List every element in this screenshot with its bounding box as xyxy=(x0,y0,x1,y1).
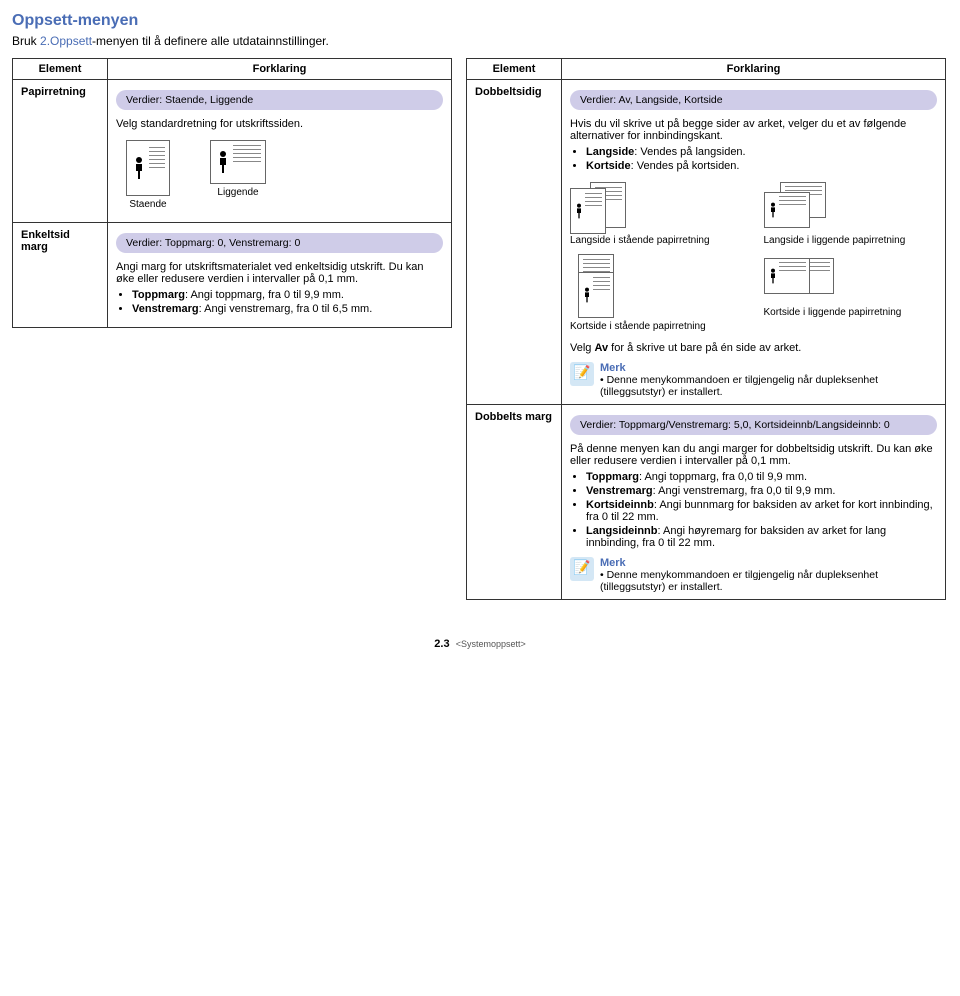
note-block: Merk • Denne menykommandoen er tilgjenge… xyxy=(570,557,937,593)
bullet-item: Langsideinnb: Angi høyremarg for bakside… xyxy=(586,525,937,549)
row-content-enkeltsid: Verdier: Toppmarg: 0, Venstremarg: 0 Ang… xyxy=(108,223,452,328)
dup-kortside-liggende: Kortside i liggende papirretning xyxy=(764,254,938,332)
bullet-item: Langside: Vendes på langsiden. xyxy=(586,146,937,158)
row-label-papirretning: Papirretning xyxy=(13,80,108,223)
right-table: Element Forklaring Dobbeltsidig Verdier:… xyxy=(466,58,946,600)
values-pill: Verdier: Toppmarg/Venstremarg: 5,0, Kort… xyxy=(570,415,937,435)
desc-text: På denne menyen kan du angi marger for d… xyxy=(570,443,937,467)
note-block: Merk • Denne menykommandoen er tilgjenge… xyxy=(570,362,937,398)
left-table: Element Forklaring Papirretning Verdier:… xyxy=(12,58,452,328)
left-column: Element Forklaring Papirretning Verdier:… xyxy=(12,58,452,614)
row-content-dobbeltsidig: Verdier: Av, Langside, Kortside Hvis du … xyxy=(562,80,946,405)
sub-post: -menyen til å definere alle utdatainnsti… xyxy=(92,34,329,48)
t: : Angi venstremarg, fra 0,0 til 9,9 mm. xyxy=(653,485,836,497)
bullet-item: Venstremarg: Angi venstremarg, fra 0 til… xyxy=(132,303,443,315)
post: for å skrive ut bare på én side av arket… xyxy=(608,342,801,354)
section-name: <Systemoppsett> xyxy=(456,639,526,649)
t: : Vendes på langsiden. xyxy=(634,146,745,158)
note-icon xyxy=(570,557,594,581)
pre: Velg xyxy=(570,342,594,354)
note-icon xyxy=(570,362,594,386)
values-pill: Verdier: Staende, Liggende xyxy=(116,90,443,110)
values-pill: Verdier: Av, Langside, Kortside xyxy=(570,90,937,110)
t: : Angi toppmarg, fra 0,0 til 9,9 mm. xyxy=(639,471,807,483)
bullet-list: Langside: Vendes på langsiden. Kortside:… xyxy=(570,146,937,172)
dup-kortside-staende: Kortside i stående papirretning xyxy=(570,254,744,332)
desc-text: Angi marg for utskriftsmaterialet ved en… xyxy=(116,261,443,285)
b: Venstremarg xyxy=(586,485,653,497)
th-forklaring: Forklaring xyxy=(108,59,452,80)
dup-langside-staende: Langside i stående papirretning xyxy=(570,182,744,246)
note-title: Merk xyxy=(600,557,937,569)
dup-label: Kortside i stående papirretning xyxy=(570,321,744,332)
bullet-item: Kortsideinnb: Angi bunnmarg for baksiden… xyxy=(586,499,937,523)
note-text: • Denne menykommandoen er tilgjengelig n… xyxy=(600,374,937,398)
dup-label: Kortside i liggende papirretning xyxy=(764,307,938,318)
row-content-dobbelts-marg: Verdier: Toppmarg/Venstremarg: 5,0, Kort… xyxy=(562,405,946,600)
page-subtitle: Bruk 2.Oppsett-menyen til å definere all… xyxy=(12,34,948,48)
desc-text: Hvis du vil skrive ut på begge sider av … xyxy=(570,118,937,142)
t: : Vendes på kortsiden. xyxy=(631,160,740,172)
right-column: Element Forklaring Dobbeltsidig Verdier:… xyxy=(466,58,946,614)
b: Langside xyxy=(586,146,634,158)
duplex-icon xyxy=(570,182,642,232)
b: Langsideinnb xyxy=(586,525,658,537)
row-label-dobbeltsidig: Dobbeltsidig xyxy=(467,80,562,405)
duplex-icon xyxy=(764,254,836,304)
label-liggende: Liggende xyxy=(210,187,266,198)
page-landscape-icon xyxy=(210,140,266,184)
row-label-dobbelts-marg: Dobbelts marg xyxy=(467,405,562,600)
bullet-list: Toppmarg: Angi toppmarg, fra 0,0 til 9,9… xyxy=(570,471,937,549)
av-text: Velg Av for å skrive ut bare på én side … xyxy=(570,342,937,354)
t: : Angi toppmarg, fra 0 til 9,9 mm. xyxy=(185,289,344,301)
th-forklaring: Forklaring xyxy=(562,59,946,80)
b: Av xyxy=(594,342,608,354)
b: Toppmarg xyxy=(132,289,185,301)
b: Kortside xyxy=(586,160,631,172)
b: Venstremarg xyxy=(132,303,199,315)
b: Kortsideinnb xyxy=(586,499,654,511)
page-title: Oppsett-menyen xyxy=(12,12,948,30)
note-title: Merk xyxy=(600,362,937,374)
row-label-enkeltsid: Enkeltsid marg xyxy=(13,223,108,328)
bullet-item: Toppmarg: Angi toppmarg, fra 0,0 til 9,9… xyxy=(586,471,937,483)
t: : Angi venstremarg, fra 0 til 6,5 mm. xyxy=(199,303,373,315)
page-number: 2.3 xyxy=(434,638,449,650)
page-portrait-icon xyxy=(126,140,170,196)
sub-pre: Bruk xyxy=(12,34,40,48)
th-element: Element xyxy=(467,59,562,80)
th-element: Element xyxy=(13,59,108,80)
note-text: • Denne menykommandoen er tilgjengelig n… xyxy=(600,569,937,593)
duplex-icon xyxy=(764,182,836,232)
row-content-papirretning: Verdier: Staende, Liggende Velg standard… xyxy=(108,80,452,223)
dup-langside-liggende: Langside i liggende papirretning xyxy=(764,182,938,246)
dup-label: Langside i stående papirretning xyxy=(570,235,744,246)
bullet-item: Venstremarg: Angi venstremarg, fra 0,0 t… xyxy=(586,485,937,497)
label-staende: Staende xyxy=(126,199,170,210)
duplex-icon xyxy=(570,254,642,318)
icon-liggende: Liggende xyxy=(210,140,266,210)
values-pill: Verdier: Toppmarg: 0, Venstremarg: 0 xyxy=(116,233,443,253)
b: Toppmarg xyxy=(586,471,639,483)
bullet-item: Toppmarg: Angi toppmarg, fra 0 til 9,9 m… xyxy=(132,289,443,301)
dup-label: Langside i liggende papirretning xyxy=(764,235,938,246)
duplex-grid: Langside i stående papirretning Langside… xyxy=(570,182,937,332)
desc-text: Velg standardretning for utskriftssiden. xyxy=(116,118,443,130)
bullet-list: Toppmarg: Angi toppmarg, fra 0 til 9,9 m… xyxy=(116,289,443,315)
page-footer: 2.3 <Systemoppsett> xyxy=(12,638,948,650)
bullet-item: Kortside: Vendes på kortsiden. xyxy=(586,160,937,172)
sub-keyword: 2.Oppsett xyxy=(40,34,92,48)
icon-staende: Staende xyxy=(126,140,170,210)
